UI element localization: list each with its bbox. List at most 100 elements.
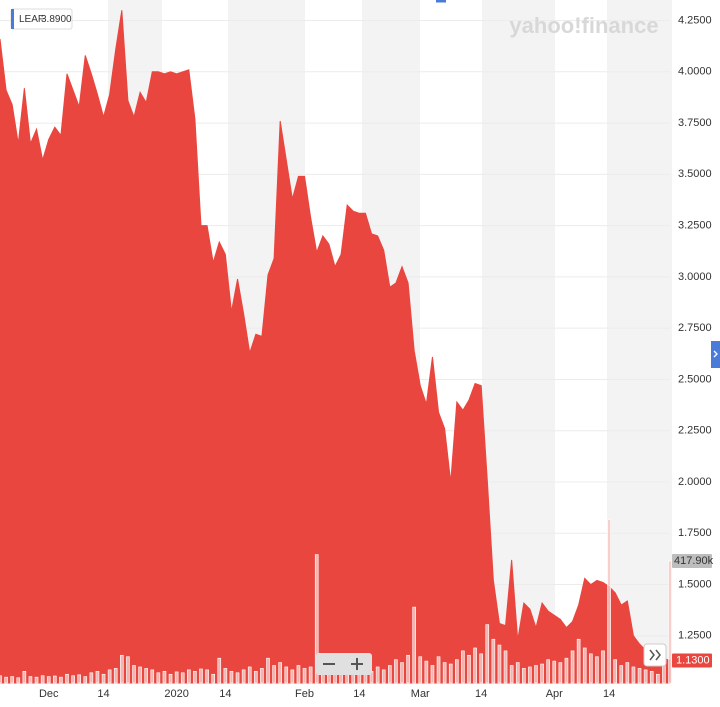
volume-bar — [418, 656, 423, 684]
volume-bar — [59, 676, 63, 684]
y-tick-label: 3.7500 — [678, 117, 712, 129]
x-tick-label: 2020 — [164, 688, 188, 700]
y-tick-label: 2.0000 — [678, 476, 712, 488]
volume-bar — [552, 660, 557, 684]
volume-bar — [89, 672, 94, 684]
volume-bar — [16, 677, 21, 684]
volume-bar — [247, 666, 252, 684]
volume-bar — [302, 668, 307, 684]
y-tick-label: 3.0000 — [678, 271, 712, 283]
volume-bar — [406, 654, 410, 684]
volume-bar — [254, 671, 258, 684]
zoom-controls[interactable] — [316, 653, 372, 675]
volume-bar — [381, 669, 386, 684]
y-tick-label: 2.2500 — [678, 425, 712, 437]
x-tick-label: Feb — [295, 688, 314, 700]
volume-bar — [467, 654, 471, 684]
labels: 1.2500 1.5000 1.7500 2.0000 2.2500 2.5000 2.75… — [39, 14, 714, 699]
volume-bar — [564, 657, 569, 684]
volume-bar — [631, 666, 636, 684]
x-tick-label: 14 — [353, 688, 365, 700]
volume-bar — [193, 671, 197, 684]
volume-bar — [65, 673, 69, 684]
y-tick-label: 3.2500 — [678, 220, 712, 232]
volume-bar — [649, 671, 654, 684]
volume-bar — [595, 656, 599, 684]
volume-bar — [223, 668, 228, 684]
volume-bar — [528, 666, 532, 684]
y-tick-label: 4.0000 — [678, 66, 712, 78]
volume-bar — [656, 673, 660, 684]
volume-bar — [455, 659, 459, 684]
x-tick-label: Mar — [411, 688, 430, 700]
volume-bar — [107, 669, 112, 684]
volume-bar — [46, 676, 51, 684]
volume-bar — [290, 669, 295, 684]
price-label: 1.1300 — [676, 654, 710, 666]
volume-bar — [497, 644, 502, 684]
volume-bar — [34, 676, 39, 684]
plot — [0, 10, 671, 684]
volume-bar — [4, 676, 8, 684]
zoom-in[interactable] — [351, 658, 363, 670]
x-tick-label: 14 — [219, 688, 231, 700]
volume-bar — [113, 668, 118, 684]
y-tick-label: 2.5000 — [678, 373, 712, 385]
x-tick-label: 14 — [603, 688, 615, 700]
legend-symbol: LEAF — [19, 14, 44, 25]
volume-bar — [180, 672, 185, 684]
volume-bar — [217, 657, 222, 684]
volume-bar — [436, 656, 441, 684]
volume-bar — [53, 675, 57, 684]
y-tick-label: 2.7500 — [678, 322, 712, 334]
volume-bar — [412, 606, 416, 684]
x-tick-label: Dec — [39, 688, 59, 700]
volume-bar — [388, 665, 392, 684]
volume-bar — [522, 668, 526, 684]
volume-bar — [174, 671, 179, 684]
volume-bar — [479, 653, 483, 684]
volume-bar — [643, 669, 648, 684]
scroll-end[interactable] — [643, 643, 667, 667]
volume-bar — [424, 660, 429, 684]
volume-bar — [296, 665, 301, 684]
volume-bar — [637, 668, 642, 684]
volume-bar — [589, 653, 593, 684]
volume-bar — [241, 669, 246, 684]
volume-bar — [534, 665, 538, 684]
volume-bar — [266, 657, 270, 684]
volume-bar — [22, 671, 27, 684]
volume-bar — [150, 669, 155, 684]
volume-bar — [144, 668, 148, 684]
volume-bar — [260, 668, 264, 684]
volume-bar — [668, 560, 672, 684]
volume-bar — [601, 650, 605, 684]
volume-bar — [503, 650, 508, 684]
volume-bar — [199, 668, 203, 684]
side-tab[interactable] — [711, 341, 720, 368]
watermark: yahoo!finance — [509, 13, 658, 38]
volume-bar — [211, 673, 215, 684]
volume-bar — [40, 675, 45, 684]
volume-bar — [235, 672, 240, 684]
volume-bar — [101, 673, 106, 684]
volume-bar — [576, 638, 581, 684]
volume-bar — [509, 665, 514, 684]
price-area — [0, 10, 671, 684]
volume-bar — [278, 662, 282, 684]
y-tick-label: 1.2500 — [678, 630, 712, 642]
volume-bar — [95, 671, 100, 684]
volume-bar — [284, 666, 289, 684]
volume-bar — [491, 638, 496, 684]
volume-label-box — [672, 554, 712, 569]
x-tick-label: Apr — [546, 688, 563, 700]
legend-value: 3.8900 — [41, 14, 72, 25]
volume-bar — [582, 647, 587, 684]
volume-bar — [619, 665, 624, 684]
y-tick-label: 4.2500 — [678, 14, 712, 26]
x-tick-label: 14 — [97, 688, 109, 700]
volume-bar — [162, 671, 167, 684]
volume-bar — [558, 662, 563, 684]
volume-bar — [83, 676, 88, 684]
